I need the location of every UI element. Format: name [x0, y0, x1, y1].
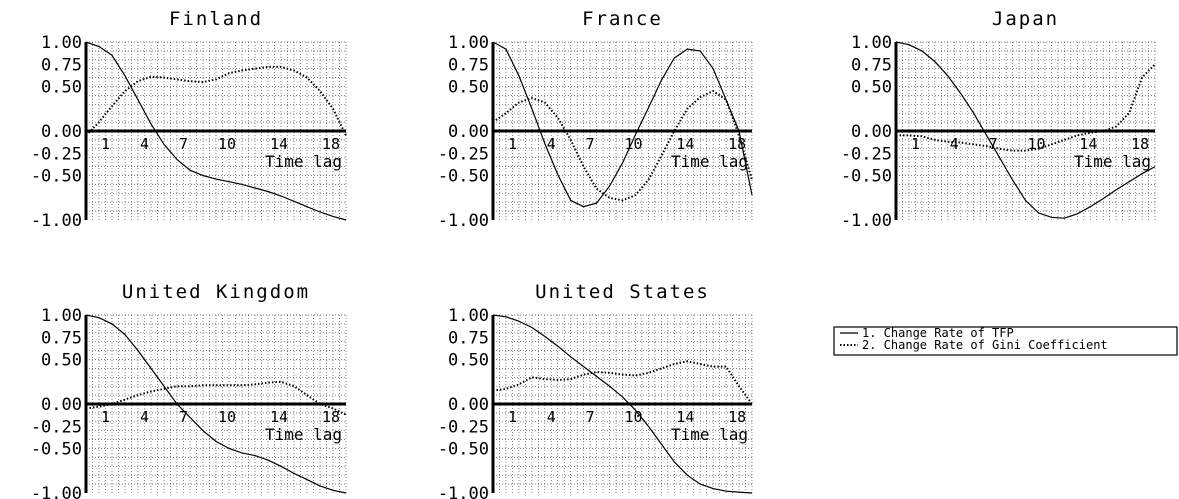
series-line-gini: [896, 63, 1156, 152]
x-tick-label: 4: [950, 135, 959, 153]
y-tick-label: 1.00: [851, 33, 892, 53]
y-tick-label: 0.50: [41, 351, 82, 371]
legend-box: [833, 326, 1178, 356]
x-tick-label: 18: [322, 135, 340, 153]
x-tick-label: 18: [1131, 135, 1149, 153]
y-tick-label: 0.00: [448, 122, 489, 142]
y-tick-label: 1.00: [448, 33, 489, 53]
y-tick-label: 0.75: [41, 55, 82, 75]
x-axis-label: Time lag: [1074, 152, 1151, 171]
series-line-tfp: [85, 41, 347, 221]
x-axis-label: Time lag: [265, 152, 342, 171]
y-tick-label: 0.00: [448, 395, 489, 415]
x-tick-label: 1: [508, 135, 517, 153]
y-tick-label: -1.00: [438, 484, 489, 499]
chart-title: France: [582, 8, 663, 30]
y-tick-label: 1.00: [41, 306, 82, 326]
y-tick-label: -1.00: [438, 211, 489, 231]
x-axis-label: Time lag: [265, 425, 342, 444]
x-tick-label: 10: [218, 408, 236, 426]
chart-panel: United States 1.000.75 0.50 0.00-0.25 -0.50 -…: [438, 281, 753, 499]
x-tick-label: 4: [547, 135, 556, 153]
x-tick-label: 14: [270, 408, 288, 426]
x-tick-label: 18: [322, 408, 340, 426]
x-tick-label: 7: [586, 408, 595, 426]
x-tick-label: 4: [140, 408, 149, 426]
x-tick-label: 14: [270, 135, 288, 153]
y-tick-label: 1.00: [41, 33, 82, 53]
y-tick-label: 0.00: [41, 122, 82, 142]
x-tick-label: 1: [508, 408, 517, 426]
chart-title: United Kingdom: [122, 281, 310, 303]
y-tick-label: 0.75: [41, 328, 82, 348]
x-axis-label: Time lag: [671, 425, 748, 444]
x-tick-label: 1: [101, 408, 110, 426]
x-tick-label: 4: [140, 135, 149, 153]
y-tick-label: 0.75: [851, 55, 892, 75]
y-tick-label: 0.00: [41, 395, 82, 415]
x-tick-label: 7: [989, 135, 998, 153]
x-tick-label: 10: [218, 135, 236, 153]
legend-label: 1. Change Rate of TFP: [862, 326, 1014, 340]
y-tick-label: -0.50: [438, 440, 489, 460]
grid: [86, 41, 347, 220]
series-line-gini: [85, 380, 347, 416]
chart-title: Finland: [169, 8, 263, 30]
chart-panel: United Kingdom 1.000.75 0.50 0.00-0.25 -0.50…: [31, 281, 347, 499]
x-tick-label: 7: [179, 135, 188, 153]
series-line-tfp: [895, 41, 1156, 219]
y-tick-label: 0.50: [851, 78, 892, 98]
x-tick-label: 1: [101, 135, 110, 153]
x-tick-label: 10: [1028, 135, 1046, 153]
y-tick-label: 0.50: [448, 78, 489, 98]
y-tick-label: -0.50: [31, 167, 82, 187]
chart-title: United States: [535, 281, 710, 303]
y-tick-label: 0.00: [851, 122, 892, 142]
series-line-gini: [492, 89, 753, 202]
series-line-gini: [492, 360, 753, 405]
series-line-gini: [85, 65, 347, 137]
series-line-tfp: [85, 314, 347, 494]
legend-label: 2. Change Rate of Gini Coefficient: [862, 338, 1108, 352]
x-tick-label: 7: [179, 408, 188, 426]
y-tick-label: -0.50: [31, 440, 82, 460]
x-tick-label: 18: [728, 408, 746, 426]
y-tick-label: -0.50: [841, 167, 892, 187]
grid: [493, 41, 753, 220]
y-tick-label: -0.25: [841, 144, 892, 164]
series-line-tfp: [492, 314, 753, 494]
x-tick-label: 14: [1079, 135, 1097, 153]
y-tick-label: -0.25: [438, 417, 489, 437]
series-line-tfp: [492, 41, 753, 208]
x-tick-label: 10: [625, 408, 643, 426]
y-tick-label: 1.00: [448, 306, 489, 326]
y-tick-label: -1.00: [31, 211, 82, 231]
y-tick-label: 0.50: [448, 351, 489, 371]
y-tick-label: 0.75: [448, 55, 489, 75]
y-tick-label: -1.00: [31, 484, 82, 499]
chart-title: Japan: [992, 8, 1059, 30]
y-tick-label: -0.25: [438, 144, 489, 164]
y-tick-label: -0.25: [31, 417, 82, 437]
x-tick-label: 18: [728, 135, 746, 153]
x-tick-label: 4: [547, 408, 556, 426]
x-tick-label: 7: [586, 135, 595, 153]
x-tick-label: 14: [676, 135, 694, 153]
x-axis-label: Time lag: [671, 152, 748, 171]
y-tick-label: -0.25: [31, 144, 82, 164]
y-tick-label: 0.50: [41, 78, 82, 98]
y-tick-label: -0.50: [438, 167, 489, 187]
y-tick-label: -1.00: [841, 211, 892, 231]
x-tick-label: 14: [676, 408, 694, 426]
y-tick-label: 0.75: [448, 328, 489, 348]
x-tick-label: 1: [911, 135, 920, 153]
